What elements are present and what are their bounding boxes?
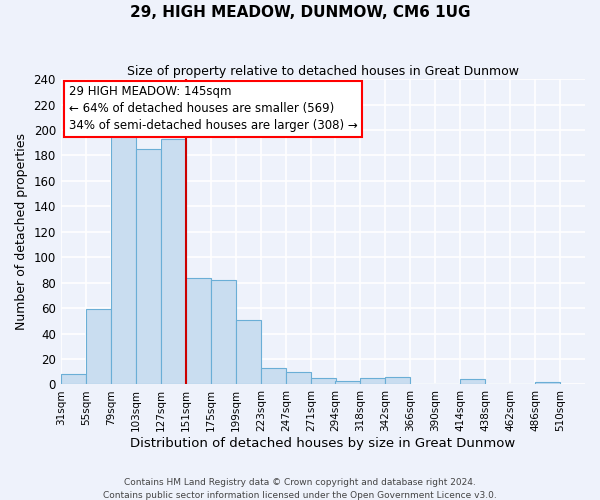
Title: Size of property relative to detached houses in Great Dunmow: Size of property relative to detached ho… (127, 65, 519, 78)
Bar (211, 280, 236, 384)
Bar (111, 129, 136, 384)
Y-axis label: Number of detached properties: Number of detached properties (15, 134, 28, 330)
Bar (311, 378, 336, 384)
Bar (136, 149, 161, 384)
Bar (186, 278, 211, 384)
Bar (61, 374, 86, 384)
Bar (86, 310, 111, 384)
Bar (535, 382, 560, 384)
Bar (385, 377, 410, 384)
Bar (360, 378, 385, 384)
Bar (161, 139, 186, 384)
X-axis label: Distribution of detached houses by size in Great Dunmow: Distribution of detached houses by size … (130, 437, 515, 450)
Text: 29 HIGH MEADOW: 145sqm
← 64% of detached houses are smaller (569)
34% of semi-de: 29 HIGH MEADOW: 145sqm ← 64% of detached… (68, 86, 358, 132)
Text: 29, HIGH MEADOW, DUNMOW, CM6 1UG: 29, HIGH MEADOW, DUNMOW, CM6 1UG (130, 5, 470, 20)
Bar (261, 368, 286, 384)
Bar (335, 380, 360, 384)
Bar (460, 380, 485, 384)
Bar (236, 320, 261, 384)
Bar (286, 372, 311, 384)
Text: Contains HM Land Registry data © Crown copyright and database right 2024.
Contai: Contains HM Land Registry data © Crown c… (103, 478, 497, 500)
